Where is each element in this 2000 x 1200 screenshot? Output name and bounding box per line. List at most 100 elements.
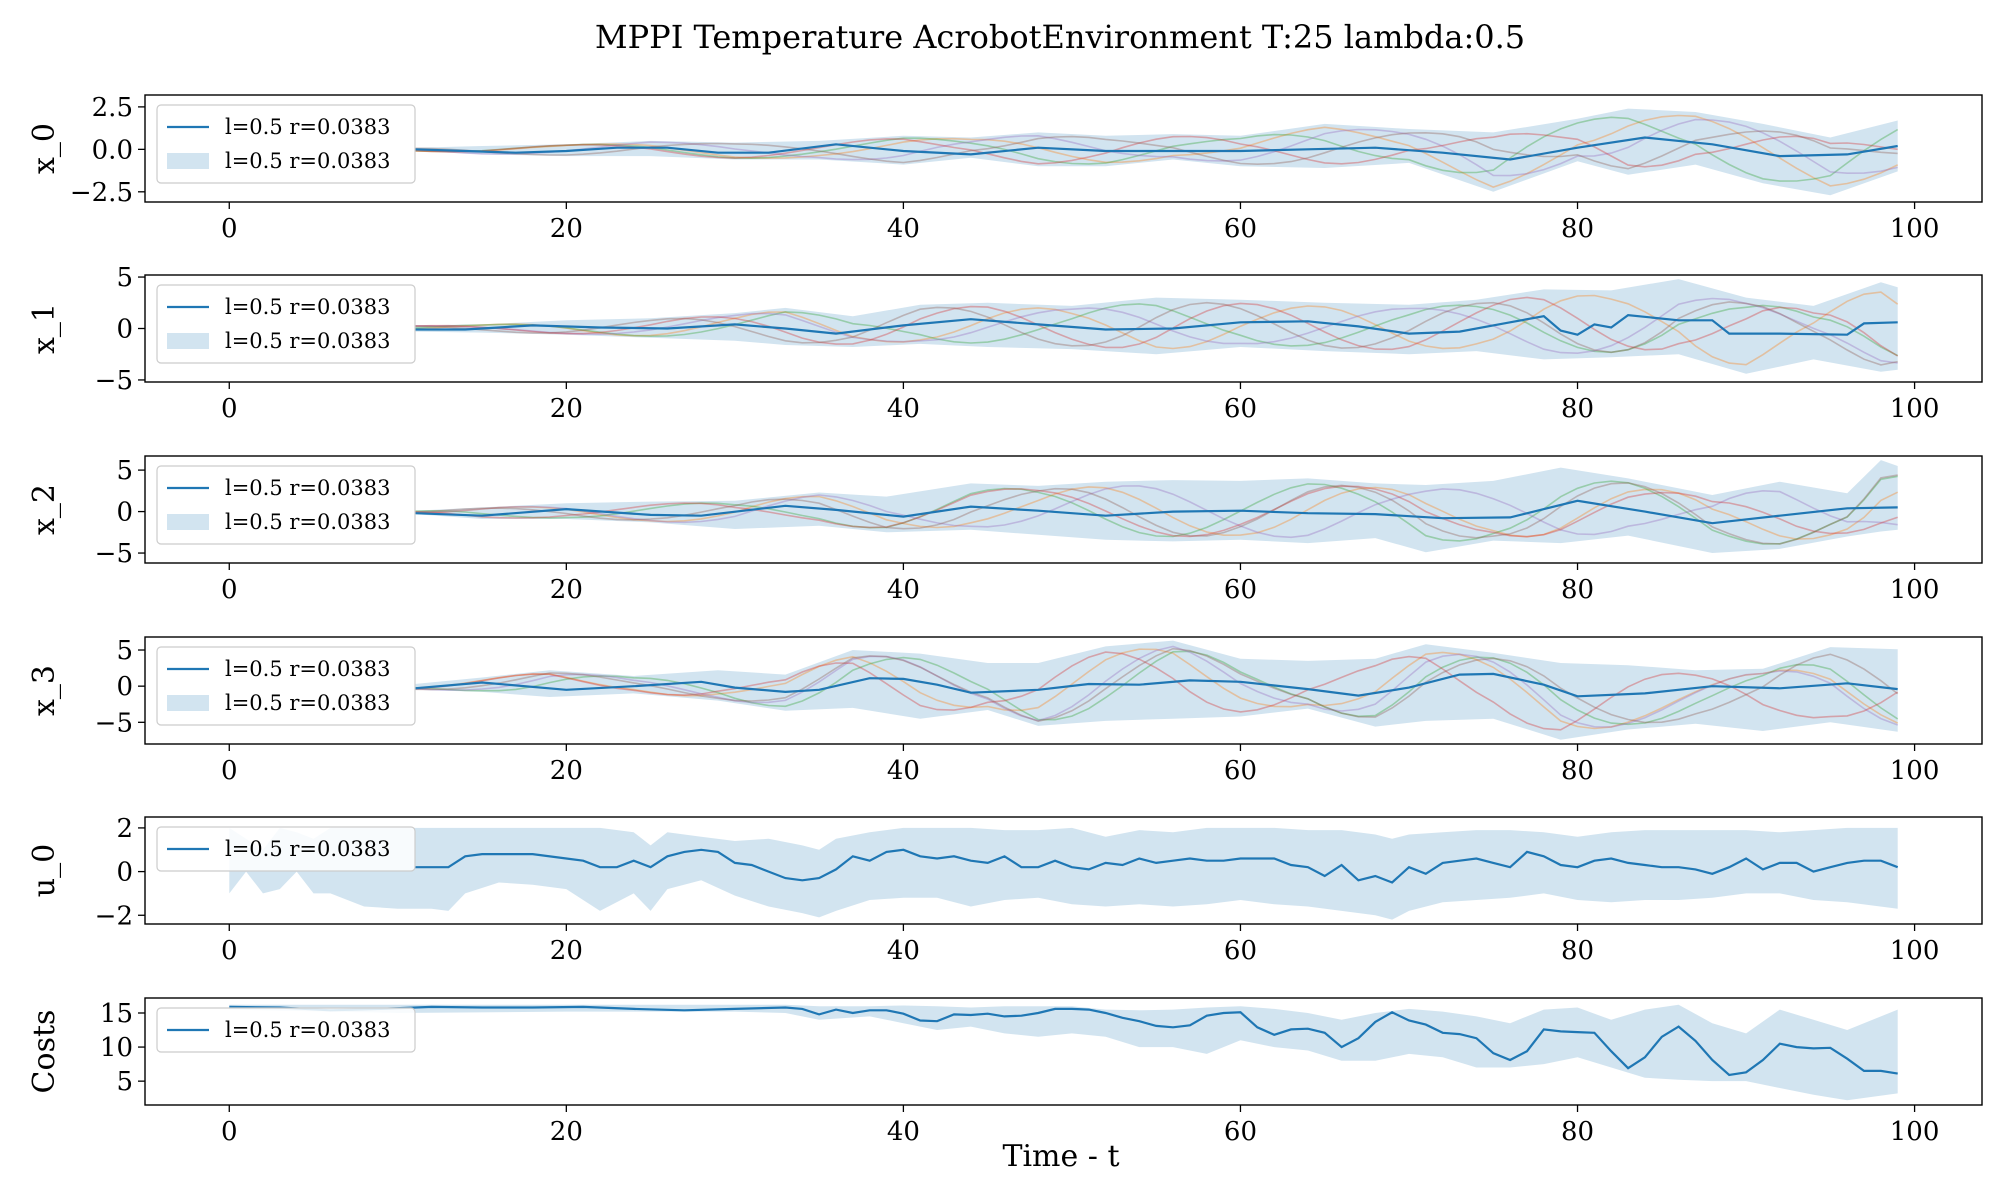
y-axis-label: x_1 <box>27 303 62 354</box>
confidence-band <box>414 640 1898 740</box>
axes-frame <box>144 636 1983 745</box>
y-tick-label: 5 <box>116 1067 133 1097</box>
y-axis-label: x_2 <box>27 484 62 535</box>
legend-box <box>156 465 416 545</box>
y-tick-label: 5 <box>116 456 133 486</box>
axes-frame <box>144 94 1983 203</box>
x-tick-label: 40 <box>887 214 920 244</box>
x-tick-label: 100 <box>1890 756 1940 786</box>
y-tick-label: −5 <box>95 708 133 738</box>
x-tick-label: 0 <box>221 1117 238 1147</box>
y-tick-label: 0 <box>116 498 133 528</box>
axes-frame <box>144 816 1983 925</box>
sample-trajectory-0 <box>414 486 1899 540</box>
legend-label: l=0.5 r=0.0383 <box>225 1018 391 1042</box>
confidence-band <box>229 827 1898 920</box>
legend: l=0.5 r=0.0383 <box>156 826 416 872</box>
y-tick-label: −5 <box>95 366 133 396</box>
sample-trajectory-1 <box>414 475 1898 545</box>
x-axis-label: Time - t <box>1002 1139 1119 1174</box>
y-tick-label: 2 <box>116 814 133 844</box>
y-tick-label: 0 <box>116 672 133 702</box>
mean-line <box>414 848 1899 884</box>
legend-label: l=0.5 r=0.0383 <box>225 510 391 534</box>
axes-frame <box>144 997 1983 1106</box>
x-tick-label: 60 <box>1224 936 1257 966</box>
y-tick-label: −2.5 <box>70 178 133 208</box>
y-tick-label: 0 <box>116 315 133 345</box>
x-tick-label: 40 <box>887 936 920 966</box>
y-tick-label: 0 <box>116 858 133 888</box>
y-tick-label: 0.0 <box>92 135 133 165</box>
legend-box <box>156 646 416 726</box>
confidence-band <box>414 460 1898 553</box>
legend: l=0.5 r=0.0383 l=0.5 r=0.0383 <box>156 465 416 545</box>
x-tick-label: 40 <box>887 1117 920 1147</box>
sample-trajectory-1 <box>414 303 1899 357</box>
sample-trajectory-2 <box>414 118 1898 177</box>
sample-trajectory-3 <box>414 485 1898 538</box>
y-axis-label: x_0 <box>27 123 62 174</box>
y-tick-label: 2.5 <box>92 93 133 123</box>
x-tick-label: 80 <box>1561 936 1594 966</box>
x-tick-label: 0 <box>221 936 238 966</box>
x-tick-label: 60 <box>1224 756 1257 786</box>
plot-area <box>414 640 1899 740</box>
x-tick-label: 80 <box>1561 1117 1594 1147</box>
x-tick-label: 60 <box>1224 1117 1257 1147</box>
y-tick-label: −5 <box>95 539 133 569</box>
x-tick-label: 100 <box>1890 575 1940 605</box>
subplot-costs: 0 20 40 60 80 100 15 10 5 Costs l=0.5 r=0.0383 <box>27 997 1983 1147</box>
legend-band-swatch <box>167 695 209 711</box>
sample-trajectory-4 <box>414 474 1898 545</box>
legend: l=0.5 r=0.0383 l=0.5 r=0.0383 <box>156 646 416 726</box>
sample-trajectory-4 <box>414 301 1898 366</box>
x-tick-label: 80 <box>1561 575 1594 605</box>
legend-label: l=0.5 r=0.0383 <box>225 295 391 319</box>
mean-line <box>414 136 1898 161</box>
x-tick-label: 40 <box>887 756 920 786</box>
plot-area <box>229 1004 1898 1101</box>
x-tick-label: 0 <box>221 214 238 244</box>
legend: l=0.5 r=0.0383 l=0.5 r=0.0383 <box>156 284 416 364</box>
legend-band-swatch <box>167 333 209 349</box>
sample-trajectory-3 <box>414 296 1899 357</box>
confidence-band <box>229 1004 1898 1101</box>
legend-label: l=0.5 r=0.0383 <box>225 149 391 173</box>
sample-trajectory-4 <box>414 647 1899 724</box>
legend-band-swatch <box>167 514 209 530</box>
legend-label: l=0.5 r=0.0383 <box>225 691 391 715</box>
plot-area <box>414 279 1899 374</box>
x-tick-label: 20 <box>550 756 583 786</box>
confidence-band <box>414 279 1898 374</box>
x-tick-label: 20 <box>550 936 583 966</box>
x-tick-label: 100 <box>1890 394 1940 424</box>
mean-line <box>414 672 1898 698</box>
legend-label: l=0.5 r=0.0383 <box>225 329 391 353</box>
legend-label: l=0.5 r=0.0383 <box>225 115 391 139</box>
y-axis-label: Costs <box>27 1010 62 1094</box>
x-tick-label: 0 <box>221 394 238 424</box>
legend-box <box>156 104 416 184</box>
y-axis-label: x_3 <box>27 665 62 716</box>
x-tick-label: 100 <box>1890 214 1940 244</box>
plot-area <box>414 108 1899 196</box>
sample-trajectory-0 <box>414 291 1899 366</box>
sample-trajectory-1 <box>414 650 1899 726</box>
y-tick-label: 5 <box>116 263 133 293</box>
x-tick-label: 40 <box>887 394 920 424</box>
y-tick-label: 15 <box>100 999 133 1029</box>
x-tick-label: 80 <box>1561 394 1594 424</box>
mean-line <box>229 1005 1898 1077</box>
x-tick-label: 60 <box>1224 575 1257 605</box>
legend-label: l=0.5 r=0.0383 <box>225 657 391 681</box>
x-tick-label: 80 <box>1561 756 1594 786</box>
x-tick-label: 60 <box>1224 214 1257 244</box>
sample-trajectory-4 <box>414 130 1898 170</box>
